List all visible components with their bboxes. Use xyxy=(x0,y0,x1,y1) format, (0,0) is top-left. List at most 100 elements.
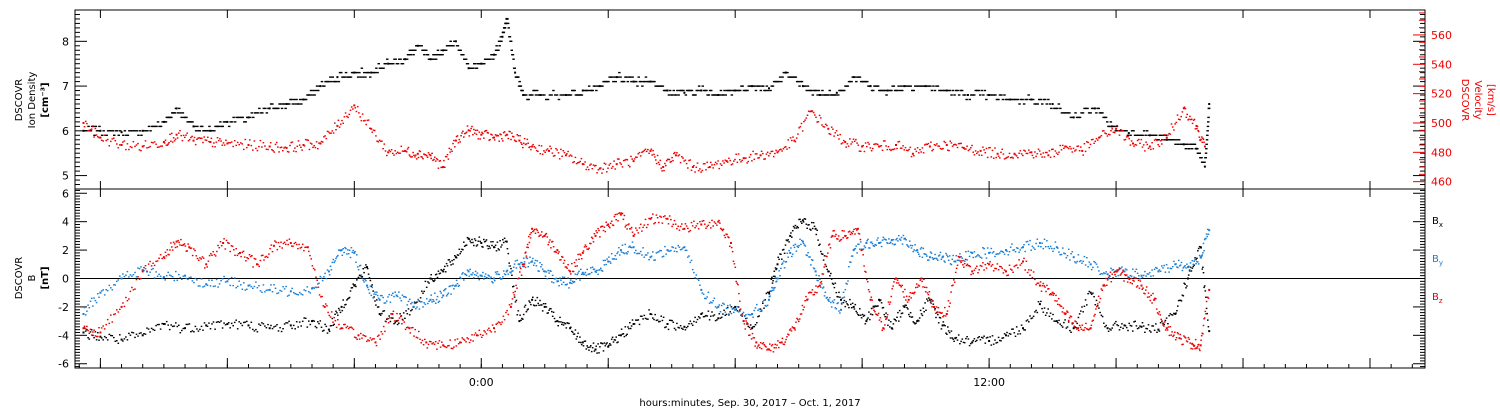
data-point xyxy=(132,141,135,143)
data-point xyxy=(562,150,565,152)
data-point xyxy=(801,304,804,307)
data-point xyxy=(1055,246,1058,249)
data-point xyxy=(1031,154,1034,157)
data-point xyxy=(801,239,803,242)
data-point xyxy=(822,286,825,288)
data-point xyxy=(1110,267,1112,269)
data-point xyxy=(908,313,910,316)
data-point xyxy=(88,307,91,309)
data-point xyxy=(437,270,440,272)
data-point xyxy=(356,76,360,78)
data-point xyxy=(1089,143,1092,146)
data-point xyxy=(517,135,520,137)
data-point xyxy=(966,94,969,96)
data-point xyxy=(834,94,837,96)
data-point xyxy=(780,80,783,83)
data-point xyxy=(1189,262,1192,264)
data-point xyxy=(389,320,392,323)
data-point xyxy=(220,280,222,282)
data-point xyxy=(331,130,334,132)
data-point xyxy=(1117,130,1120,132)
data-point xyxy=(754,345,756,347)
data-point xyxy=(489,247,491,249)
data-point xyxy=(567,322,569,325)
data-point xyxy=(654,259,656,261)
data-point xyxy=(273,151,276,153)
data-point xyxy=(898,140,901,143)
data-point xyxy=(1192,265,1195,268)
data-point xyxy=(1023,329,1025,331)
data-point xyxy=(98,339,100,341)
data-point xyxy=(171,276,174,278)
data-point xyxy=(859,238,862,241)
data-point xyxy=(891,328,894,330)
data-point xyxy=(1194,258,1196,261)
data-point xyxy=(580,268,582,271)
data-point xyxy=(649,256,652,259)
data-point xyxy=(346,299,348,301)
data-point xyxy=(804,300,806,302)
data-point xyxy=(1186,143,1189,145)
data-point xyxy=(1044,314,1047,316)
data-point xyxy=(1077,254,1080,256)
data-point xyxy=(708,319,711,321)
data-point xyxy=(612,258,615,260)
data-point xyxy=(436,295,439,298)
data-point xyxy=(407,326,409,328)
data-point xyxy=(226,323,229,325)
data-point xyxy=(1109,121,1113,123)
data-point xyxy=(395,320,397,323)
data-point xyxy=(364,119,366,122)
data-point xyxy=(268,288,271,291)
data-point xyxy=(702,163,705,165)
data-point xyxy=(730,246,733,249)
data-point xyxy=(967,338,970,340)
data-point xyxy=(475,133,478,135)
data-point xyxy=(281,247,283,249)
data-point xyxy=(1081,306,1083,308)
data-point xyxy=(879,300,881,302)
data-point xyxy=(252,149,254,151)
data-point xyxy=(430,294,432,296)
data-point xyxy=(814,227,817,230)
data-point xyxy=(394,150,396,152)
data-point xyxy=(666,158,669,161)
data-point xyxy=(1190,270,1193,272)
data-point xyxy=(747,160,750,163)
data-point xyxy=(846,143,849,145)
data-point xyxy=(536,260,539,262)
data-point xyxy=(524,266,527,269)
data-point xyxy=(690,89,694,92)
data-point xyxy=(850,143,852,145)
data-point xyxy=(935,85,938,87)
data-point xyxy=(527,98,530,101)
data-point xyxy=(194,249,196,252)
data-point xyxy=(1136,272,1139,274)
data-point xyxy=(719,89,723,92)
data-point xyxy=(859,314,862,316)
data-point xyxy=(84,328,87,330)
data-point xyxy=(905,304,907,306)
data-point xyxy=(868,291,871,293)
data-point xyxy=(984,253,987,255)
data-point xyxy=(1051,103,1054,105)
data-point xyxy=(226,280,229,283)
data-point xyxy=(583,89,586,92)
data-point xyxy=(874,143,876,145)
data-point xyxy=(448,285,451,288)
data-point xyxy=(270,284,272,286)
data-point xyxy=(135,144,138,146)
data-point xyxy=(808,291,811,294)
data-point xyxy=(204,267,206,269)
data-point xyxy=(788,241,790,243)
data-point xyxy=(579,160,581,163)
data-point xyxy=(216,250,218,253)
data-point xyxy=(493,277,495,280)
data-point xyxy=(1165,317,1168,319)
data-point xyxy=(100,327,103,329)
data-point xyxy=(532,230,534,233)
data-point xyxy=(894,243,896,245)
data-point xyxy=(442,166,445,168)
data-point xyxy=(854,233,856,235)
data-point xyxy=(957,94,961,96)
